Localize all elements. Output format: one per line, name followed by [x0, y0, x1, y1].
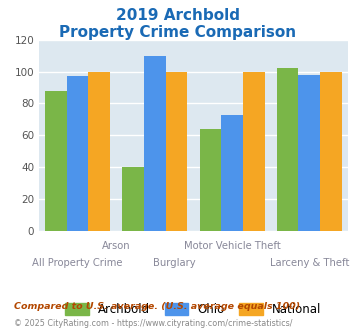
Bar — [277, 68, 299, 231]
Text: Compared to U.S. average. (U.S. average equals 100): Compared to U.S. average. (U.S. average … — [14, 302, 300, 311]
Bar — [221, 115, 243, 231]
Bar — [200, 129, 221, 231]
Bar — [166, 72, 187, 231]
Bar — [243, 72, 264, 231]
Bar — [320, 72, 342, 231]
Text: Property Crime Comparison: Property Crime Comparison — [59, 25, 296, 40]
Text: All Property Crime: All Property Crime — [32, 258, 123, 268]
Text: Burglary: Burglary — [153, 258, 196, 268]
Bar — [122, 167, 144, 231]
Bar — [144, 55, 166, 231]
Text: © 2025 CityRating.com - https://www.cityrating.com/crime-statistics/: © 2025 CityRating.com - https://www.city… — [14, 319, 293, 328]
Bar — [88, 72, 110, 231]
Text: Motor Vehicle Theft: Motor Vehicle Theft — [184, 241, 280, 250]
Bar — [299, 75, 320, 231]
Text: Larceny & Theft: Larceny & Theft — [269, 258, 349, 268]
Text: Arson: Arson — [102, 241, 131, 250]
Bar — [45, 91, 67, 231]
Text: 2019 Archbold: 2019 Archbold — [115, 8, 240, 23]
Legend: Archbold, Ohio, National: Archbold, Ohio, National — [61, 298, 326, 321]
Bar — [67, 76, 88, 231]
